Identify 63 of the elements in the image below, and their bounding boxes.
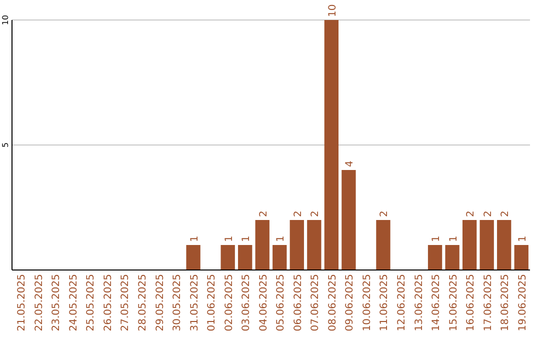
x-tick-label: 04.06.2025	[258, 274, 270, 332]
x-tick-label: 30.05.2025	[172, 274, 184, 332]
x-tick-label: 29.05.2025	[154, 274, 166, 332]
x-tick-label: 21.05.2025	[16, 274, 28, 332]
bar	[255, 220, 270, 270]
x-tick-label: 23.05.2025	[51, 274, 62, 332]
data-label: 2	[379, 210, 390, 217]
x-tick-label: 02.06.2025	[224, 274, 235, 332]
x-tick-label: 03.06.2025	[241, 274, 252, 332]
data-label: 1	[224, 236, 235, 242]
x-tick-label: 31.05.2025	[189, 274, 200, 332]
x-tick-label: 08.06.2025	[327, 274, 338, 332]
data-label: 1	[276, 236, 287, 242]
x-tick-label: 12.06.2025	[396, 274, 408, 332]
bar	[445, 245, 460, 270]
bar	[238, 245, 252, 270]
x-tick-label: 22.05.2025	[34, 274, 45, 332]
bar	[480, 220, 494, 270]
data-label: 2	[292, 210, 304, 217]
data-label: 1	[517, 236, 528, 242]
x-tick-label: 09.06.2025	[344, 274, 356, 332]
bar	[428, 245, 442, 270]
x-tick-label: 24.05.2025	[68, 274, 80, 332]
x-tick-label: 27.05.2025	[120, 274, 132, 332]
x-tick-label: 17.06.2025	[482, 274, 494, 332]
bar	[376, 220, 390, 270]
x-tick-label: 10.06.2025	[362, 274, 373, 332]
bar	[324, 20, 339, 270]
x-tick-label: 06.06.2025	[292, 274, 304, 332]
x-tick-label: 14.06.2025	[431, 274, 442, 332]
bar	[497, 220, 512, 270]
bar	[290, 220, 304, 270]
x-tick-label: 26.05.2025	[102, 274, 114, 332]
data-label: 1	[241, 236, 252, 242]
data-label: 1	[431, 236, 442, 242]
bar	[307, 220, 322, 270]
bar	[186, 245, 200, 270]
bar	[272, 245, 287, 270]
x-tick-label: 28.05.2025	[138, 274, 148, 332]
y-tick-label: 5	[1, 142, 10, 148]
data-label: 2	[310, 210, 322, 217]
data-label: 10	[327, 4, 338, 17]
x-tick-label: 25.05.2025	[86, 274, 97, 332]
data-label: 4	[344, 160, 356, 167]
x-tick-label: 16.06.2025	[466, 274, 477, 332]
bar	[462, 220, 477, 270]
data-label: 1	[448, 236, 460, 242]
data-label: 2	[482, 210, 494, 217]
data-label: 1	[189, 236, 200, 242]
x-tick-label: 15.06.2025	[448, 274, 460, 332]
x-tick-label: 11.06.2025	[379, 274, 390, 332]
x-tick-label: 13.06.2025	[414, 274, 425, 332]
x-tick-label: 19.06.2025	[517, 274, 528, 332]
data-label: 2	[500, 210, 512, 217]
bar	[514, 245, 528, 270]
data-label: 2	[258, 210, 270, 217]
x-tick-label: 18.06.2025	[500, 274, 512, 332]
bar	[220, 245, 235, 270]
data-label: 2	[466, 210, 477, 217]
x-tick-label: 05.06.2025	[276, 274, 287, 332]
bar	[342, 170, 356, 270]
x-tick-label: 07.06.2025	[310, 274, 322, 332]
x-tick-label: 01.06.2025	[206, 274, 218, 332]
